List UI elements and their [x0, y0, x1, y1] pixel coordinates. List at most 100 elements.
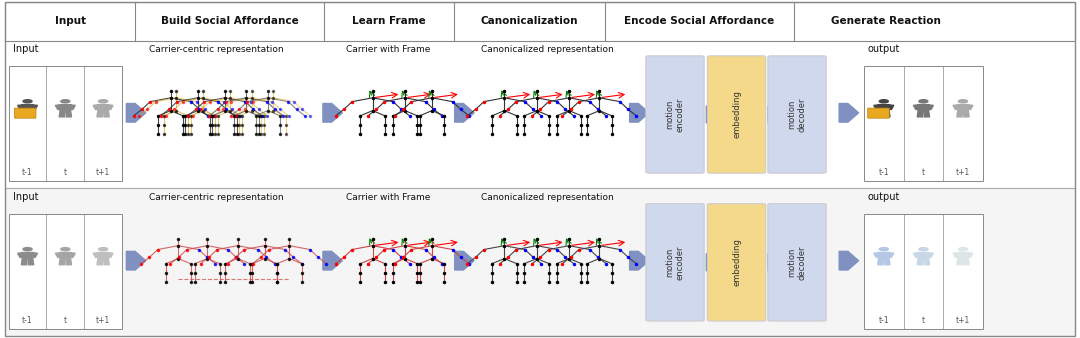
Text: embedding: embedding — [732, 238, 741, 286]
FancyBboxPatch shape — [768, 204, 826, 321]
Polygon shape — [706, 254, 724, 271]
Polygon shape — [93, 253, 99, 257]
Polygon shape — [126, 251, 146, 270]
Bar — [5, 2, 1075, 41]
Polygon shape — [22, 252, 33, 259]
Text: t-1: t-1 — [23, 168, 32, 177]
Ellipse shape — [98, 248, 108, 251]
Polygon shape — [878, 252, 890, 259]
Polygon shape — [885, 111, 890, 117]
Bar — [864, 66, 983, 181]
Polygon shape — [97, 252, 109, 259]
Polygon shape — [923, 259, 930, 265]
Polygon shape — [768, 254, 785, 271]
Polygon shape — [953, 105, 959, 110]
Polygon shape — [630, 251, 649, 270]
Polygon shape — [923, 111, 930, 117]
Polygon shape — [17, 253, 24, 257]
Polygon shape — [953, 253, 959, 257]
Text: t+1: t+1 — [96, 168, 110, 177]
Text: Canonicalization: Canonicalization — [481, 16, 578, 26]
Text: t+1: t+1 — [96, 316, 110, 325]
Polygon shape — [963, 111, 969, 117]
Polygon shape — [885, 259, 890, 265]
Polygon shape — [97, 259, 103, 265]
Polygon shape — [22, 105, 33, 111]
Polygon shape — [878, 111, 883, 117]
Polygon shape — [914, 105, 920, 110]
Ellipse shape — [60, 100, 70, 103]
Polygon shape — [104, 259, 109, 265]
Polygon shape — [107, 105, 113, 110]
Text: motion
encoder: motion encoder — [665, 97, 685, 132]
Text: Canonicalized representation: Canonicalized representation — [481, 193, 613, 202]
Polygon shape — [963, 259, 969, 265]
Text: Build Social Affordance: Build Social Affordance — [161, 16, 298, 26]
Text: motion
encoder: motion encoder — [665, 245, 685, 280]
Polygon shape — [323, 251, 342, 270]
Text: Carrier-centric representation: Carrier-centric representation — [149, 193, 284, 202]
Polygon shape — [126, 103, 146, 122]
Polygon shape — [878, 259, 883, 265]
Ellipse shape — [23, 248, 32, 251]
Polygon shape — [957, 259, 962, 265]
Polygon shape — [22, 111, 27, 117]
Polygon shape — [28, 111, 33, 117]
Polygon shape — [66, 111, 71, 117]
Polygon shape — [918, 252, 929, 259]
Polygon shape — [967, 253, 973, 257]
Polygon shape — [918, 105, 929, 111]
Polygon shape — [55, 253, 62, 257]
Polygon shape — [323, 103, 342, 122]
Text: Generate Reaction: Generate Reaction — [831, 16, 941, 26]
Polygon shape — [967, 105, 973, 110]
Text: Carrier-centric representation: Carrier-centric representation — [149, 45, 284, 54]
Polygon shape — [455, 103, 474, 122]
Polygon shape — [28, 259, 33, 265]
Polygon shape — [22, 259, 27, 265]
Polygon shape — [917, 111, 923, 117]
Text: t+1: t+1 — [956, 168, 970, 177]
FancyBboxPatch shape — [646, 204, 704, 321]
Ellipse shape — [919, 100, 928, 103]
Polygon shape — [104, 111, 109, 117]
Text: Canonicalized representation: Canonicalized representation — [481, 45, 613, 54]
Polygon shape — [455, 251, 474, 270]
FancyBboxPatch shape — [768, 56, 826, 173]
Polygon shape — [768, 106, 785, 123]
Ellipse shape — [23, 100, 32, 103]
Text: t: t — [64, 168, 67, 177]
Text: Input: Input — [55, 16, 85, 26]
Text: t-1: t-1 — [23, 316, 32, 325]
Polygon shape — [874, 253, 880, 257]
Text: t-1: t-1 — [878, 168, 889, 177]
Polygon shape — [69, 253, 76, 257]
Text: Encode Social Affordance: Encode Social Affordance — [624, 16, 774, 26]
Bar — [5, 189, 1075, 336]
Bar — [9, 214, 122, 329]
Text: motion
decoder: motion decoder — [787, 245, 807, 280]
Polygon shape — [839, 251, 859, 270]
Bar — [9, 66, 122, 181]
Text: motion
decoder: motion decoder — [787, 97, 807, 132]
Text: Input: Input — [13, 192, 39, 202]
Polygon shape — [957, 111, 962, 117]
Ellipse shape — [919, 248, 928, 251]
FancyBboxPatch shape — [707, 204, 766, 321]
Polygon shape — [69, 105, 76, 110]
Text: Input: Input — [13, 44, 39, 54]
Polygon shape — [957, 252, 969, 259]
Polygon shape — [914, 253, 920, 257]
Text: t-1: t-1 — [878, 316, 889, 325]
Polygon shape — [59, 105, 71, 111]
Polygon shape — [97, 105, 109, 111]
Text: output: output — [867, 44, 900, 54]
Ellipse shape — [98, 100, 108, 103]
Text: embedding: embedding — [732, 91, 741, 139]
Polygon shape — [839, 103, 859, 122]
Polygon shape — [888, 253, 894, 257]
Polygon shape — [878, 105, 890, 111]
Polygon shape — [59, 252, 71, 259]
Ellipse shape — [60, 248, 70, 251]
Polygon shape — [31, 253, 38, 257]
